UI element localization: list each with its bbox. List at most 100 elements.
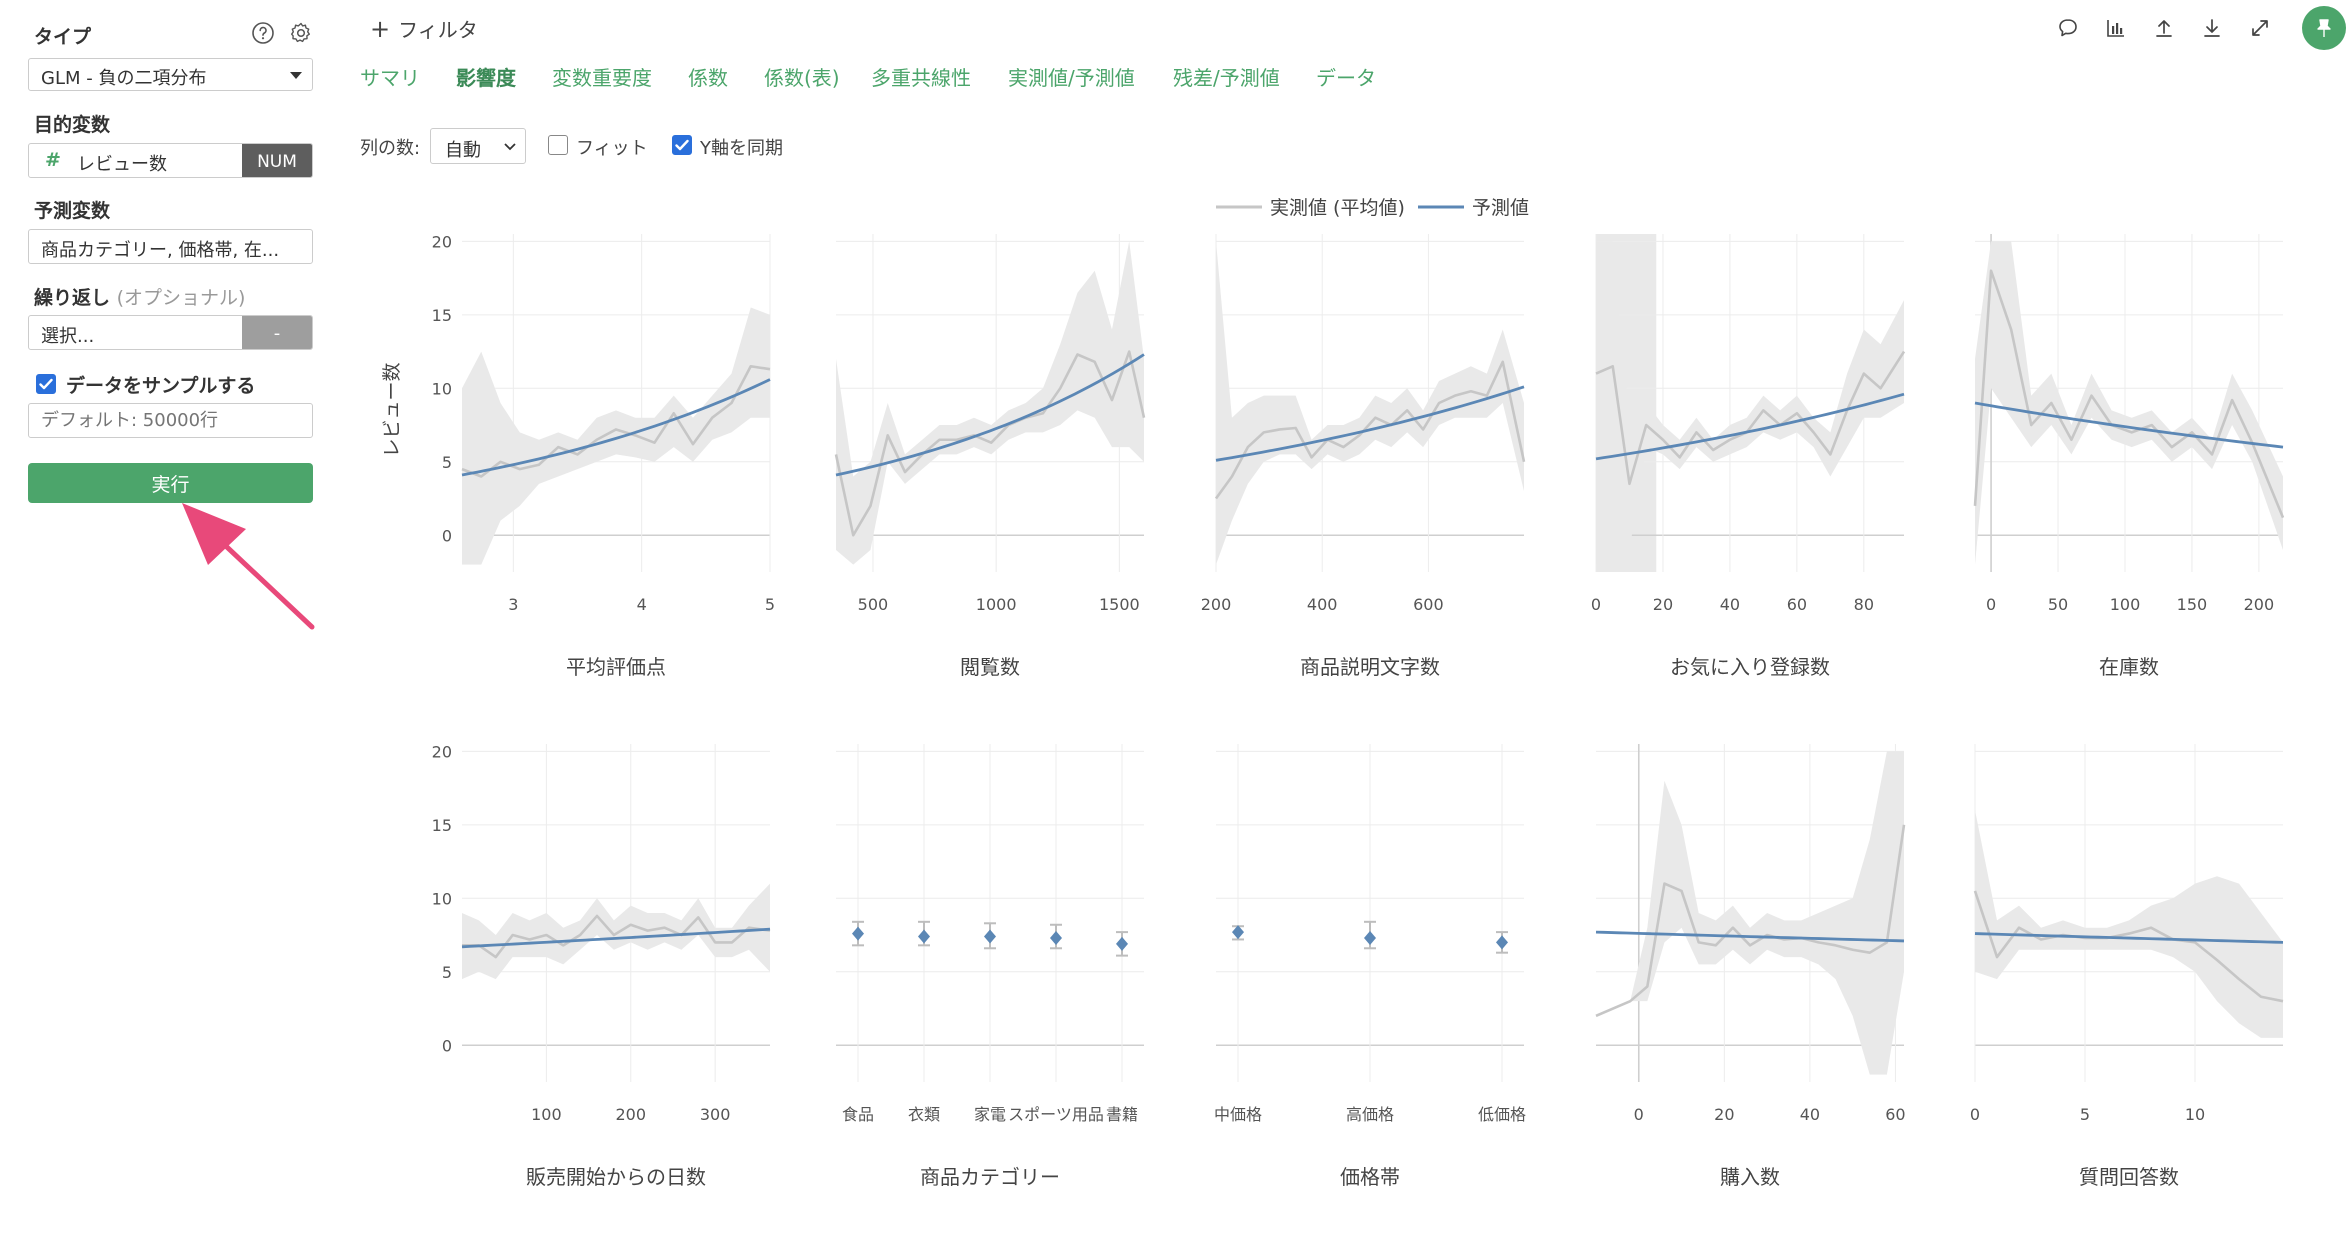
category-point xyxy=(1232,925,1244,941)
y-tick-label: 15 xyxy=(432,306,452,325)
confidence-band xyxy=(1596,241,1904,565)
upload-icon[interactable] xyxy=(2150,14,2178,42)
x-tick-label: 200 xyxy=(2244,595,2275,614)
comment-icon[interactable] xyxy=(2054,14,2082,42)
confidence-band xyxy=(462,307,770,565)
tab-summary[interactable]: サマリ xyxy=(360,66,420,90)
target-variable-value: レビュー数 xyxy=(77,154,167,175)
type-select[interactable]: GLM - 負の二項分布 xyxy=(28,58,313,91)
x-tick-label: 高価格 xyxy=(1346,1105,1394,1124)
actual-mean-line xyxy=(1214,360,1526,500)
x-tick-label: 20 xyxy=(1653,595,1673,614)
panel-title: 販売開始からの日数 xyxy=(526,1165,706,1189)
x-tick-label: 1000 xyxy=(976,595,1017,614)
predicted-line xyxy=(1974,932,2284,944)
panel-title: 閲覧数 xyxy=(960,655,1020,679)
predictor-variables-value: 商品カテゴリー, 価格帯, 在... xyxy=(41,240,280,261)
sample-checkbox[interactable] xyxy=(36,374,56,394)
tab-coefficients-table[interactable]: 係数(表) xyxy=(764,66,840,90)
pin-icon[interactable] xyxy=(2302,6,2346,50)
add-filter-button[interactable]: + フィルタ xyxy=(370,14,478,43)
category-point xyxy=(852,920,864,947)
x-tick-label: 200 xyxy=(1201,595,1232,614)
filter-label: フィルタ xyxy=(398,18,478,42)
x-tick-label: 400 xyxy=(1307,595,1338,614)
tab-variable-importance[interactable]: 変数重要度 xyxy=(552,66,652,90)
tab-coefficients[interactable]: 係数 xyxy=(688,66,728,90)
predicted-point xyxy=(918,929,930,944)
predicted-point xyxy=(1116,936,1128,951)
chart-panel: 0 5 10 質問回答数 xyxy=(1970,744,2284,1189)
x-tick-label: 20 xyxy=(1714,1105,1734,1124)
panel-title: お気に入り登録数 xyxy=(1670,655,1830,679)
columns-select[interactable]: 自動 xyxy=(430,128,526,164)
predicted-point xyxy=(1364,930,1376,945)
target-label: 目的変数 xyxy=(34,114,111,136)
repeat-clear-button[interactable]: - xyxy=(242,316,312,349)
download-icon[interactable] xyxy=(2198,14,2226,42)
x-tick-label: 0 xyxy=(1634,1105,1644,1124)
x-tick-label: 低価格 xyxy=(1478,1105,1526,1124)
x-tick-label: 0 xyxy=(1986,595,1996,614)
columns-label: 列の数: xyxy=(360,138,421,159)
plus-icon: + xyxy=(370,15,391,43)
confidence-band xyxy=(836,241,1144,565)
fit-checkbox[interactable] xyxy=(548,135,568,155)
predicted-line xyxy=(461,927,771,949)
target-variable-field[interactable]: # レビュー数 NUM xyxy=(28,143,313,178)
sync-y-axis-label: Y軸を同期 xyxy=(700,138,783,159)
predicted-line xyxy=(835,353,1145,477)
x-tick-label: 80 xyxy=(1854,595,1874,614)
x-tick-label: 500 xyxy=(858,595,889,614)
x-tick-label: 中価格 xyxy=(1214,1105,1262,1124)
x-tick-label: 食品 xyxy=(842,1105,874,1124)
predictor-variables-field[interactable]: 商品カテゴリー, 価格帯, 在... xyxy=(28,229,313,264)
fit-label: フィット xyxy=(576,138,648,159)
actual-mean-line xyxy=(834,350,1146,537)
tab-data[interactable]: データ xyxy=(1316,66,1376,90)
y-tick-label: 20 xyxy=(432,232,452,251)
sample-size-input[interactable] xyxy=(28,403,313,438)
y-tick-label: 5 xyxy=(442,453,452,472)
tab-actual-vs-predicted[interactable]: 実測値/予測値 xyxy=(1008,66,1135,90)
expand-icon[interactable] xyxy=(2246,14,2274,42)
tab-residual-vs-predicted[interactable]: 残差/予測値 xyxy=(1173,66,1280,90)
x-tick-label: 50 xyxy=(2048,595,2068,614)
chart-legend: 実測値 (平均値) 予測値 xyxy=(1216,197,1529,219)
predicted-point xyxy=(1232,925,1244,940)
x-tick-label: 100 xyxy=(2110,595,2141,614)
tab-multicollinearity[interactable]: 多重共線性 xyxy=(871,66,971,90)
hash-icon: # xyxy=(45,149,61,171)
chart-panel: 500 1000 1500 閲覧数 xyxy=(834,234,1146,679)
category-point xyxy=(1050,923,1062,950)
x-tick-label: 60 xyxy=(1787,595,1807,614)
gear-icon[interactable] xyxy=(288,20,314,46)
chart-panel: 0 5 10 15 20 3 4 5 平均評価点 xyxy=(432,232,775,679)
repeat-label-text: 繰り返し xyxy=(34,287,111,309)
legend-predicted-label: 予測値 xyxy=(1472,197,1529,219)
confidence-band xyxy=(1975,810,2283,1038)
x-tick-label: 300 xyxy=(700,1105,731,1124)
actual-mean-line xyxy=(461,364,771,478)
x-tick-label: 40 xyxy=(1800,1105,1820,1124)
y-tick-label: 15 xyxy=(432,816,452,835)
repeat-select[interactable]: 選択... - xyxy=(28,315,313,350)
x-tick-label: 0 xyxy=(1970,1105,1980,1124)
chart-icon[interactable] xyxy=(2102,14,2130,42)
confidence-band xyxy=(462,883,770,980)
question-circle-icon[interactable] xyxy=(250,20,276,46)
main-panel: + フィルタ サマリ 影響度 変数重要度 係数 係数(表) 多重共線性 実測値/予… xyxy=(330,0,2352,1242)
panel-title: 在庫数 xyxy=(2099,655,2159,679)
category-point xyxy=(1496,931,1508,954)
predicted-line xyxy=(1595,392,1905,461)
sync-y-axis-checkbox[interactable] xyxy=(672,135,692,155)
run-button[interactable]: 実行 xyxy=(28,463,313,503)
x-tick-label: 1500 xyxy=(1099,595,1140,614)
y-axis-label: レビュー数 xyxy=(381,362,403,457)
panel-title: 価格帯 xyxy=(1340,1165,1400,1189)
actual-mean-line xyxy=(1973,269,2285,519)
tab-influence[interactable]: 影響度 xyxy=(456,66,516,90)
